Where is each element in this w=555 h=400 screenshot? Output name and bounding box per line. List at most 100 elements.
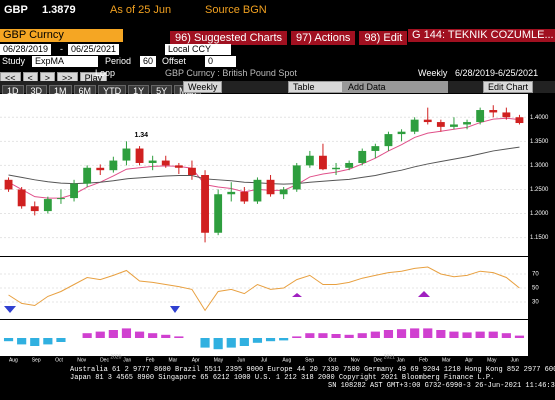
y-tick-label: 30 [532, 300, 539, 306]
macd-bar [514, 335, 525, 338]
ticker: GBP [4, 4, 28, 16]
macd-bar [239, 338, 249, 346]
x-tick-label: Feb [146, 357, 155, 363]
candle-body [345, 162, 354, 168]
toolbar: GBP Curncy 96) Suggested Charts 97) Actio… [0, 28, 555, 45]
currency[interactable]: Local CCY [165, 44, 231, 55]
y-tick-label: 1.2500 [530, 187, 549, 193]
toolbar-button[interactable]: 98) Edit [359, 31, 408, 45]
edit-chart[interactable]: Edit Chart [483, 81, 534, 93]
footer-line: Australia 61 2 9777 8600 Brazil 5511 239… [70, 366, 555, 374]
loop[interactable]: Loop [95, 68, 116, 78]
candle-body [305, 155, 314, 166]
study-label: Study [2, 56, 26, 66]
period[interactable]: 60 [140, 56, 157, 67]
y-tick-label: 1.4000 [530, 115, 549, 121]
chart-title: GBP Curncy : British Pound Spot [165, 68, 297, 78]
year-label: 2020 [110, 354, 121, 360]
period-label: Period [105, 56, 132, 66]
x-tick-label: Sep [32, 357, 41, 363]
separator: - [60, 44, 63, 54]
x-tick-label: Apr [465, 357, 473, 363]
y-tick-label: 1.3000 [530, 163, 549, 169]
candle-body [384, 134, 393, 147]
candle-body [476, 110, 485, 123]
macd-bar [449, 331, 459, 338]
x-tick-label: Aug [282, 357, 291, 363]
end-date[interactable]: 06/25/2021 [68, 44, 120, 55]
rsi-line [8, 266, 520, 312]
candle-body [502, 112, 511, 118]
frequency-select[interactable]: Weekly [183, 81, 223, 93]
study-row: Study ExpMA Period 60 Offset 0 [0, 56, 555, 68]
macd-bar [174, 336, 184, 338]
x-tick-label: Aug [9, 357, 18, 363]
signal-marker [4, 306, 16, 313]
macd-bar [30, 338, 40, 346]
candle-body [423, 119, 432, 123]
candle-body [436, 122, 445, 127]
macd-bar [370, 331, 380, 338]
security-input[interactable]: GBP Curncy [0, 29, 123, 42]
signal-marker [292, 293, 302, 297]
header: GBP 1.3879 As of 25 Jun Source BGN [0, 2, 555, 20]
x-tick-label: Jan [397, 357, 405, 363]
y-tick-label: 50 [532, 286, 539, 292]
x-tick-label: Apr [192, 357, 200, 363]
macd-bar [43, 338, 53, 345]
candle-body [240, 191, 249, 202]
candle-body [188, 167, 196, 175]
candle-body [148, 160, 157, 163]
candle-body [358, 150, 367, 163]
macd-bar [410, 328, 420, 338]
x-tick-label: May [487, 357, 497, 363]
add-data[interactable]: Add Data [343, 81, 448, 93]
chart: 1.1500 1.2000 1.2500 1.3000 1.3500 1.4000 1.34… [0, 94, 549, 363]
signal-marker [418, 291, 430, 297]
toolbar-button[interactable]: 96) Suggested Charts [170, 31, 288, 45]
candle-body [397, 131, 406, 135]
x-tick-label: Dec [373, 357, 382, 363]
candle-body [135, 148, 144, 163]
macd-bar [82, 333, 92, 338]
macd-bar [357, 333, 367, 338]
study-name[interactable]: ExpMA [32, 56, 98, 67]
candle-body [96, 167, 105, 171]
toolbar-button[interactable]: 97) Actions [291, 31, 356, 45]
footer-line: Japan 81 3 4565 8900 Singapore 65 6212 1… [70, 374, 495, 382]
macd-bar [331, 334, 341, 338]
macd-bar [501, 333, 511, 338]
candle-body [463, 122, 471, 125]
as-of: As of 25 Jun [110, 4, 172, 16]
x-tick-label: May [214, 357, 224, 363]
start-date[interactable]: 06/28/2019 [0, 44, 52, 55]
macd-bar [396, 329, 407, 338]
candle-body [70, 183, 78, 199]
x-tick-label: Oct [328, 357, 336, 363]
candle-body [332, 167, 340, 170]
signal-marker [170, 306, 180, 313]
macd-panel [0, 320, 528, 356]
candle-body [410, 119, 419, 132]
candle-body [161, 160, 170, 166]
offset-label: Offset [162, 56, 186, 66]
table-button[interactable]: Table [288, 81, 343, 93]
x-tick-label: Oct [55, 357, 63, 363]
page-title: G 144: TEKNIK COZUMLE... [408, 29, 555, 42]
offset[interactable]: 0 [205, 56, 236, 67]
macd-bar [121, 328, 132, 338]
candle-body [57, 198, 65, 200]
macd-bar [292, 336, 302, 338]
moving-average [8, 117, 520, 199]
y-tick-label: 1.3500 [530, 139, 549, 145]
x-tick-label: Feb [419, 357, 428, 363]
macd-bar [226, 338, 236, 348]
candle-body [227, 191, 236, 195]
candle-body [279, 189, 288, 195]
macd-bar [108, 330, 118, 338]
x-tick-label: Nov [77, 357, 86, 363]
candle-body [489, 110, 498, 113]
macd-bar [462, 332, 472, 338]
candle-body [515, 117, 524, 124]
playback-row: << < > >> Play Loop GBP Curncy : British Pou… [0, 68, 555, 84]
